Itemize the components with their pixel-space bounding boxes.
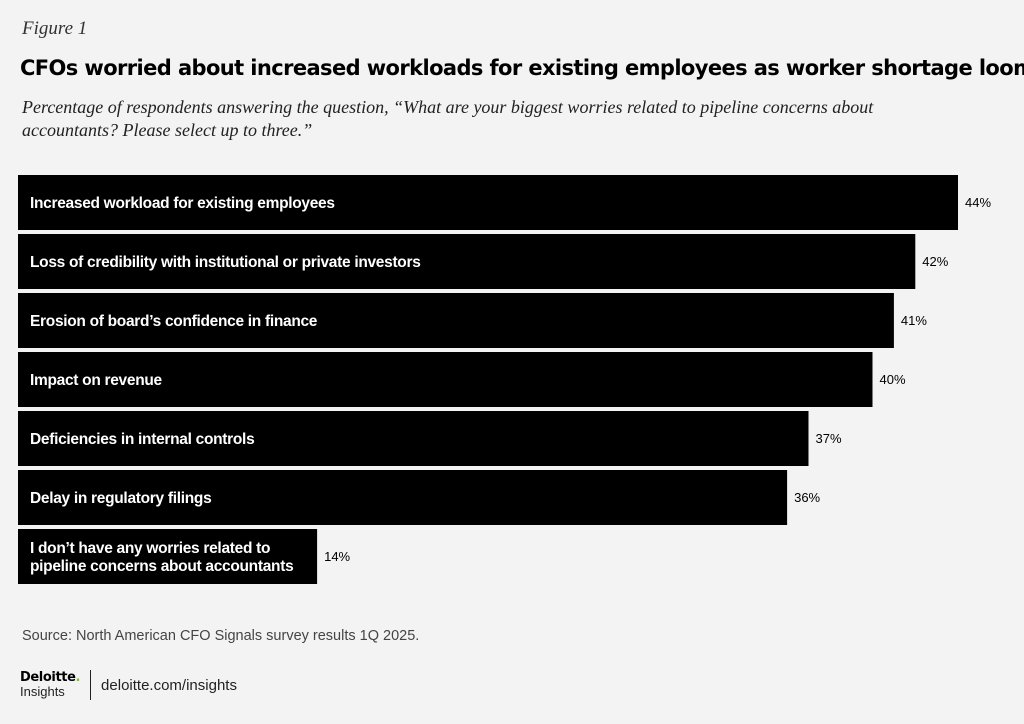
source-note: Source: North American CFO Signals surve… — [22, 628, 420, 644]
footer: Deloitte. Insights deloitte.com/insights — [20, 668, 237, 702]
logo-sub: Insights — [20, 684, 65, 699]
bar-label-line: Erosion of board’s confidence in finance — [30, 313, 318, 330]
footer-divider — [90, 670, 92, 700]
bar-label-loss-of-credibility-with-institutional-o: Loss of credibility with institutional o… — [30, 254, 421, 271]
bar-label-line: pipeline concerns about accountants — [30, 558, 293, 575]
bar-label-line: Impact on revenue — [30, 372, 163, 389]
bar-erosion-of-board-s-confidence-in-finance — [18, 293, 894, 348]
bar-increased-workload-for-existing-employee — [18, 175, 958, 230]
value-label-increased-workload-for-existing-employee: 44% — [965, 195, 991, 210]
bar-label-line: Increased workload for existing employee… — [30, 195, 335, 212]
bar-label-line: Deficiencies in internal controls — [30, 431, 254, 448]
bar-label-increased-workload-for-existing-employee: Increased workload for existing employee… — [30, 195, 335, 212]
logo-dot: . — [75, 670, 81, 685]
chart-title: CFOs worried about increased workloads f… — [20, 56, 1024, 80]
bar-i-don-t-have-any-worries-related-to-pipe — [18, 529, 318, 584]
bar-loss-of-credibility-with-institutional-o — [18, 234, 916, 289]
bar-label-delay-in-regulatory-filings: Delay in regulatory filings — [30, 490, 211, 507]
bar-label-line: Loss of credibility with institutional o… — [30, 254, 421, 271]
value-label-i-don-t-have-any-worries-related-to-pipe: 14% — [324, 549, 350, 564]
logo-brand-text: Deloitte — [20, 670, 76, 685]
value-label-deficiencies-in-internal-controls: 37% — [816, 431, 842, 446]
logo-brand: Deloitte. — [20, 671, 80, 685]
bar-impact-on-revenue — [18, 352, 873, 407]
figure-label: Figure 1 — [22, 18, 88, 39]
value-label-erosion-of-board-s-confidence-in-finance: 41% — [901, 313, 927, 328]
bar-label-impact-on-revenue: Impact on revenue — [30, 372, 163, 389]
bar-chart: Increased workload for existing employee… — [18, 175, 991, 584]
bar-label-line: Delay in regulatory filings — [30, 490, 211, 507]
footer-url-link[interactable]: deloitte.com/insights — [101, 676, 237, 694]
bar-label-deficiencies-in-internal-controls: Deficiencies in internal controls — [30, 431, 254, 448]
chart-subtitle: Percentage of respondents answering the … — [22, 97, 874, 140]
bar-label-erosion-of-board-s-confidence-in-finance: Erosion of board’s confidence in finance — [30, 313, 318, 330]
bar-deficiencies-in-internal-controls — [18, 411, 809, 466]
bar-label-i-don-t-have-any-worries-related-to-pipe: I don’t have any worries related to pipel… — [30, 540, 293, 575]
bar-label-line: I don’t have any worries related to — [30, 540, 270, 557]
value-label-delay-in-regulatory-filings: 36% — [794, 490, 820, 505]
value-label-impact-on-revenue: 40% — [880, 372, 906, 387]
bar-delay-in-regulatory-filings — [18, 470, 788, 525]
value-label-loss-of-credibility-with-institutional-o: 42% — [922, 254, 948, 269]
deloitte-insights-logo: Deloitte. Insights — [20, 671, 90, 699]
